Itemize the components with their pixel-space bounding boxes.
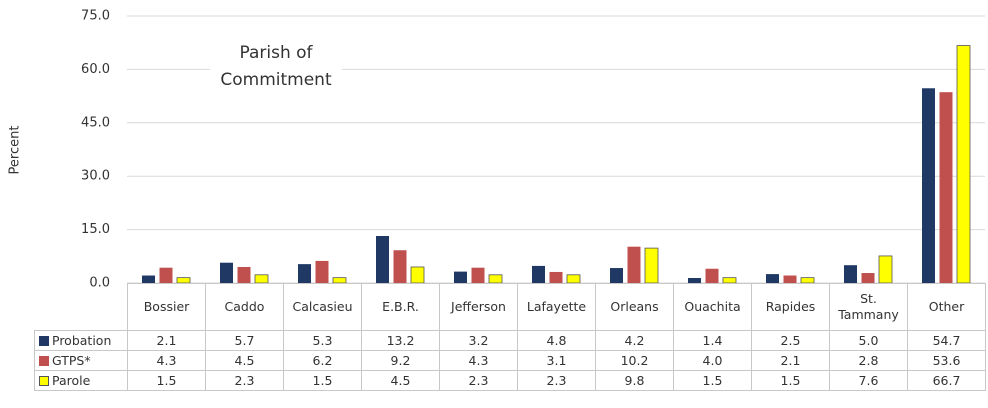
category-label: E.B.R. — [361, 283, 440, 331]
category-label: Caddo — [205, 283, 284, 331]
category-label: St. Tammany — [829, 283, 908, 331]
legend-entry: Parole — [34, 370, 128, 391]
legend-label: Probation — [52, 332, 112, 348]
table-value: 3.2 — [439, 330, 518, 351]
legend-swatch — [39, 335, 49, 346]
table-value: 1.5 — [127, 370, 206, 391]
y-tick-label: 45.0 — [81, 115, 110, 130]
bar — [939, 92, 953, 284]
table-value: 4.3 — [439, 350, 518, 371]
table-value: 7.6 — [829, 370, 908, 391]
table-value: 54.7 — [907, 330, 986, 351]
table-value: 5.3 — [283, 330, 362, 351]
table-value: 13.2 — [361, 330, 440, 351]
legend-label: GTPS* — [52, 352, 91, 368]
bar — [688, 278, 701, 283]
bar — [488, 274, 503, 284]
bar — [922, 88, 935, 283]
bar — [393, 250, 407, 283]
legend-swatch — [39, 375, 49, 386]
table-value: 3.1 — [517, 350, 596, 371]
bar — [627, 246, 641, 283]
table-value: 10.2 — [595, 350, 674, 371]
table-value: 4.8 — [517, 330, 596, 351]
bar — [471, 267, 485, 283]
bar — [705, 268, 719, 283]
table-value: 2.3 — [517, 370, 596, 391]
bar — [159, 267, 173, 283]
bar — [532, 265, 545, 283]
bar — [410, 266, 425, 284]
table-value: 2.3 — [439, 370, 518, 391]
legend-label: Parole — [52, 372, 91, 388]
bar — [878, 255, 893, 284]
y-tick-label: 75.0 — [81, 9, 110, 24]
bar — [644, 247, 659, 284]
bar — [566, 274, 581, 284]
bar — [783, 275, 797, 283]
y-tick-label: 30.0 — [81, 169, 110, 184]
table-value: 2.1 — [751, 350, 830, 371]
category-label: Ouachita — [673, 283, 752, 331]
table-value: 9.8 — [595, 370, 674, 391]
table-value: 4.0 — [673, 350, 752, 371]
table-value: 2.3 — [205, 370, 284, 391]
annotation: Parish of Commitment — [210, 38, 342, 96]
legend-swatch — [39, 355, 49, 366]
table-value: 4.5 — [205, 350, 284, 371]
bar — [454, 271, 467, 283]
table-value: 1.4 — [673, 330, 752, 351]
bar — [142, 275, 155, 283]
table-value: 1.5 — [673, 370, 752, 391]
table-value: 2.8 — [829, 350, 908, 371]
category-label: Rapides — [751, 283, 830, 331]
category-label: Orleans — [595, 283, 674, 331]
bar — [237, 266, 251, 283]
bar — [549, 271, 563, 283]
category-label: Lafayette — [517, 283, 596, 331]
bar — [844, 265, 857, 283]
y-axis-label: Percent — [8, 126, 23, 175]
category-label: Calcasieu — [283, 283, 362, 331]
legend-entry: GTPS* — [34, 350, 128, 371]
table-value: 5.7 — [205, 330, 284, 351]
bar — [315, 260, 329, 283]
table-value: 6.2 — [283, 350, 362, 371]
table-value: 4.5 — [361, 370, 440, 391]
bar — [298, 264, 311, 283]
table-value: 9.2 — [361, 350, 440, 371]
table-value: 2.1 — [127, 330, 206, 351]
table-value: 4.2 — [595, 330, 674, 351]
category-label: Other — [907, 283, 986, 331]
bar — [254, 274, 269, 284]
table-value: 2.5 — [751, 330, 830, 351]
bar — [766, 274, 779, 283]
table-value: 5.0 — [829, 330, 908, 351]
bar — [861, 273, 875, 283]
table-value: 53.6 — [907, 350, 986, 371]
category-label: Jefferson — [439, 283, 518, 331]
legend-entry: Probation — [34, 330, 128, 351]
table-value: 66.7 — [907, 370, 986, 391]
table-value: 1.5 — [751, 370, 830, 391]
y-tick-label: 0.0 — [89, 276, 110, 291]
bar — [610, 268, 623, 283]
category-label: Bossier — [127, 283, 206, 331]
table-value: 1.5 — [283, 370, 362, 391]
bar — [220, 262, 233, 283]
bar — [956, 45, 971, 284]
table-value: 4.3 — [127, 350, 206, 371]
bar — [376, 236, 389, 283]
y-tick-label: 15.0 — [81, 222, 110, 237]
y-tick-label: 60.0 — [81, 62, 110, 77]
